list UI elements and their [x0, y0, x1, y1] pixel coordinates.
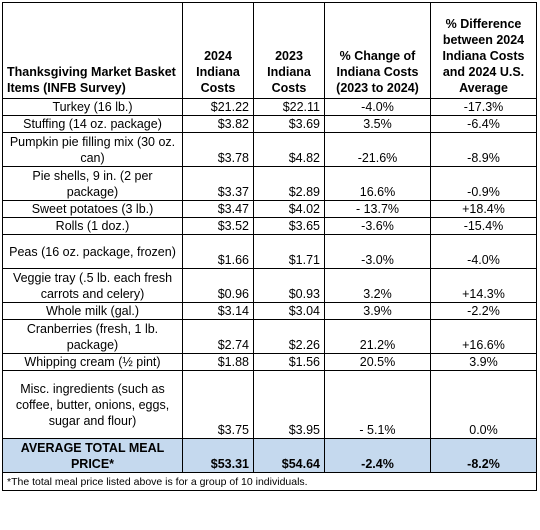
pct-change-cell: 3.9%: [324, 302, 431, 320]
cost-2024-cell: $3.82: [182, 115, 254, 133]
market-basket-table: Thanksgiving Market Basket Items (INFB S…: [2, 2, 537, 491]
cost-2023-cell: $2.89: [253, 166, 325, 201]
cost-2024-cell: $0.96: [182, 268, 254, 303]
item-cell: Rolls (1 doz.): [2, 217, 183, 235]
cost-2023-cell: $2.26: [253, 319, 325, 354]
header-item: Thanksgiving Market Basket Items (INFB S…: [2, 2, 183, 99]
table-row: Rolls (1 doz.) $3.52 $3.65 -3.6% -15.4%: [2, 217, 537, 235]
table-row: Stuffing (14 oz. package) $3.82 $3.69 3.…: [2, 115, 537, 133]
total-cost-2023: $54.64: [253, 438, 325, 473]
pct-change-cell: 16.6%: [324, 166, 431, 201]
table-row: Pie shells, 9 in. (2 per package) $3.37 …: [2, 166, 537, 201]
table-row: Whole milk (gal.) $3.14 $3.04 3.9% -2.2%: [2, 302, 537, 320]
cost-2024-cell: $3.14: [182, 302, 254, 320]
pct-change-cell: 20.5%: [324, 353, 431, 371]
item-cell: Whipping cream (½ pint): [2, 353, 183, 371]
table-row: Peas (16 oz. package, frozen) $1.66 $1.7…: [2, 234, 537, 269]
header-pct-change: % Change of Indiana Costs (2023 to 2024): [324, 2, 431, 99]
item-cell: Pumpkin pie filling mix (30 oz. can): [2, 132, 183, 167]
pct-change-cell: - 5.1%: [324, 370, 431, 439]
pct-diff-cell: +18.4%: [430, 200, 537, 218]
footnote-row: *The total meal price listed above is fo…: [2, 472, 537, 491]
item-cell: Misc. ingredients (such as coffee, butte…: [2, 370, 183, 439]
header-cost-2024: 2024 Indiana Costs: [182, 2, 254, 99]
table-row: Whipping cream (½ pint) $1.88 $1.56 20.5…: [2, 353, 537, 371]
cost-2023-cell: $1.71: [253, 234, 325, 269]
pct-diff-cell: -0.9%: [430, 166, 537, 201]
cost-2023-cell: $3.69: [253, 115, 325, 133]
cost-2024-cell: $2.74: [182, 319, 254, 354]
cost-2023-cell: $4.02: [253, 200, 325, 218]
cost-2023-cell: $1.56: [253, 353, 325, 371]
cost-2024-cell: $3.47: [182, 200, 254, 218]
cost-2024-cell: $3.75: [182, 370, 254, 439]
item-cell: Turkey (16 lb.): [2, 98, 183, 116]
pct-change-cell: -3.0%: [324, 234, 431, 269]
item-cell: Stuffing (14 oz. package): [2, 115, 183, 133]
item-cell: Sweet potatoes (3 lb.): [2, 200, 183, 218]
pct-diff-cell: +14.3%: [430, 268, 537, 303]
pct-diff-cell: +16.6%: [430, 319, 537, 354]
pct-change-cell: 21.2%: [324, 319, 431, 354]
pct-diff-cell: -6.4%: [430, 115, 537, 133]
total-row: AVERAGE TOTAL MEAL PRICE* $53.31 $54.64 …: [2, 438, 537, 473]
pct-change-cell: - 13.7%: [324, 200, 431, 218]
cost-2023-cell: $3.65: [253, 217, 325, 235]
header-cost-2023: 2023 Indiana Costs: [253, 2, 325, 99]
cost-2023-cell: $22.11: [253, 98, 325, 116]
table-row: Turkey (16 lb.) $21.22 $22.11 -4.0% -17.…: [2, 98, 537, 116]
pct-change-cell: -3.6%: [324, 217, 431, 235]
total-pct-diff: -8.2%: [430, 438, 537, 473]
pct-diff-cell: -4.0%: [430, 234, 537, 269]
cost-2023-cell: $0.93: [253, 268, 325, 303]
header-pct-diff: % Difference between 2024 Indiana Costs …: [430, 2, 537, 99]
cost-2024-cell: $1.88: [182, 353, 254, 371]
cost-2024-cell: $3.78: [182, 132, 254, 167]
footnote: *The total meal price listed above is fo…: [2, 472, 537, 491]
cost-2024-cell: $3.37: [182, 166, 254, 201]
total-cost-2024: $53.31: [182, 438, 254, 473]
cost-2024-cell: $1.66: [182, 234, 254, 269]
pct-diff-cell: -15.4%: [430, 217, 537, 235]
cost-2024-cell: $3.52: [182, 217, 254, 235]
cost-2023-cell: $3.95: [253, 370, 325, 439]
pct-diff-cell: 3.9%: [430, 353, 537, 371]
item-cell: Pie shells, 9 in. (2 per package): [2, 166, 183, 201]
item-cell: Whole milk (gal.): [2, 302, 183, 320]
item-cell: Cranberries (fresh, 1 lb. package): [2, 319, 183, 354]
total-pct-change: -2.4%: [324, 438, 431, 473]
header-row: Thanksgiving Market Basket Items (INFB S…: [2, 2, 537, 99]
table-row: Cranberries (fresh, 1 lb. package) $2.74…: [2, 319, 537, 354]
pct-diff-cell: 0.0%: [430, 370, 537, 439]
table-row: Misc. ingredients (such as coffee, butte…: [2, 370, 537, 439]
pct-change-cell: -21.6%: [324, 132, 431, 167]
total-label: AVERAGE TOTAL MEAL PRICE*: [2, 438, 183, 473]
table-row: Veggie tray (.5 lb. each fresh carrots a…: [2, 268, 537, 303]
pct-diff-cell: -2.2%: [430, 302, 537, 320]
cost-2023-cell: $3.04: [253, 302, 325, 320]
cost-2024-cell: $21.22: [182, 98, 254, 116]
item-cell: Peas (16 oz. package, frozen): [2, 234, 183, 269]
table-row: Pumpkin pie filling mix (30 oz. can) $3.…: [2, 132, 537, 167]
pct-change-cell: -4.0%: [324, 98, 431, 116]
pct-diff-cell: -8.9%: [430, 132, 537, 167]
cost-2023-cell: $4.82: [253, 132, 325, 167]
item-cell: Veggie tray (.5 lb. each fresh carrots a…: [2, 268, 183, 303]
pct-change-cell: 3.5%: [324, 115, 431, 133]
table-row: Sweet potatoes (3 lb.) $3.47 $4.02 - 13.…: [2, 200, 537, 218]
pct-diff-cell: -17.3%: [430, 98, 537, 116]
pct-change-cell: 3.2%: [324, 268, 431, 303]
